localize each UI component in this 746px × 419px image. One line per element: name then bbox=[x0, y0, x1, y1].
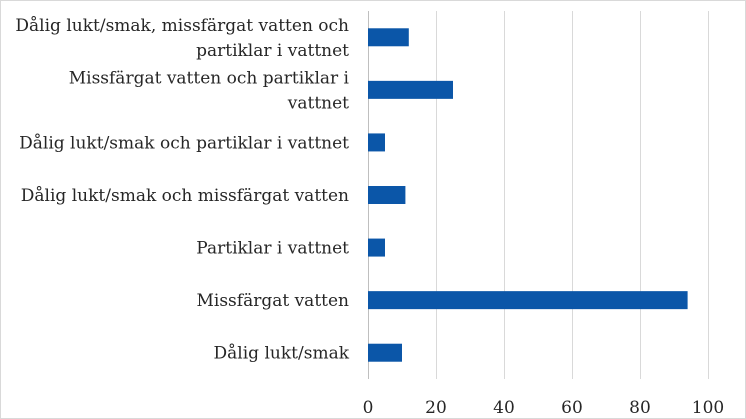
category-label-line: Missfärgat vatten och partiklar i bbox=[69, 68, 350, 88]
category-label: Dålig lukt/smak, missfärgat vatten och pa… bbox=[15, 16, 349, 61]
category-label-line: vattnet bbox=[287, 93, 349, 113]
category-label: Dålig lukt/smak och missfärgat vatten bbox=[21, 186, 349, 206]
bar bbox=[368, 186, 406, 204]
category-label-line: Dålig lukt/smak, missfärgat vatten och bbox=[15, 16, 349, 36]
x-tick-labels: 0 20 40 60 80 100 bbox=[363, 398, 725, 418]
bar bbox=[368, 343, 402, 362]
category-label: Dålig lukt/smak och partiklar i vattnet bbox=[19, 133, 349, 153]
category-label-line: Partiklar i vattnet bbox=[196, 239, 349, 259]
x-tick-label: 20 bbox=[425, 398, 447, 418]
category-label-line: Dålig lukt/smak och missfärgat vatten bbox=[21, 186, 349, 206]
category-label: Dålig lukt/smak bbox=[214, 344, 350, 364]
bar bbox=[368, 133, 385, 152]
category-label-line: partiklar i vattnet bbox=[196, 41, 349, 61]
category-label: Partiklar i vattnet bbox=[196, 239, 349, 259]
gridlines bbox=[368, 11, 709, 379]
x-tick-label: 40 bbox=[493, 398, 515, 418]
bar bbox=[368, 291, 688, 310]
x-tick-label: 60 bbox=[561, 398, 583, 418]
x-tick-label: 100 bbox=[692, 398, 724, 418]
category-label: Missfärgat vatten bbox=[196, 291, 349, 311]
bar bbox=[368, 80, 453, 99]
category-label-line: Missfärgat vatten bbox=[196, 291, 349, 311]
bar bbox=[368, 28, 409, 47]
x-tick-label: 0 bbox=[363, 398, 374, 418]
category-labels: Dålig lukt/smak, missfärgat vatten och pa… bbox=[15, 16, 349, 364]
category-label: Missfärgat vatten och partiklar i vattnet bbox=[69, 68, 350, 113]
bars bbox=[368, 28, 688, 362]
category-label-line: Dålig lukt/smak och partiklar i vattnet bbox=[19, 133, 349, 153]
category-label-line: Dålig lukt/smak bbox=[214, 344, 350, 364]
bar bbox=[368, 238, 385, 257]
x-tick-label: 80 bbox=[629, 398, 651, 418]
